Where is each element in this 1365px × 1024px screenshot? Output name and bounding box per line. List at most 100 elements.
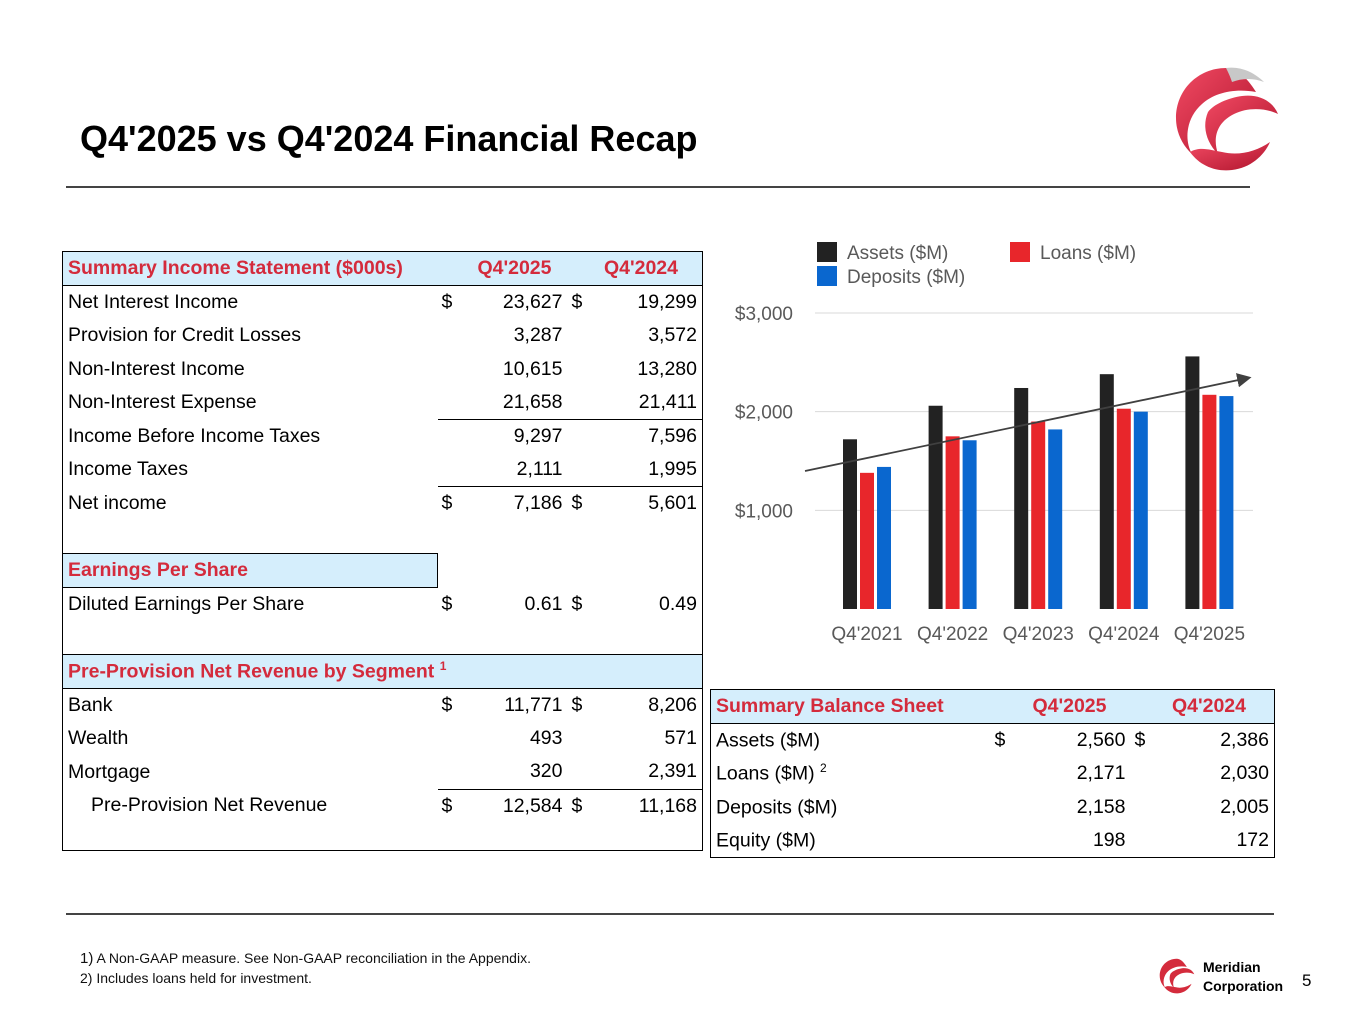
brand-name: Meridian Corporation [1203,958,1283,996]
table-row: Equity ($M) 198 172 [711,824,1275,858]
legend-swatch [817,242,837,262]
row-label: Mortgage [68,760,151,783]
table-row: Net income $ 7,186 $ 5,601 [63,487,703,521]
value-q4-2025: 10,615 [502,357,563,380]
table-row: Net Interest Income $ 23,627 $ 19,299 [63,285,703,319]
legend-label: Assets ($M) [847,243,948,264]
row-label: Net Interest Income [68,290,239,313]
value-q4-2024: 21,411 [597,385,703,420]
value-q4-2025: 198 [1092,828,1126,851]
y-tick-label: $2,000 [735,403,793,424]
dollar-sign: $ [441,290,453,313]
bar-loans [860,472,874,609]
legend-swatch [817,266,837,286]
footnote-1-marker: 1) [80,950,94,967]
balance-sheet-table: Summary Balance Sheet Q4'2025 Q4'2024 As… [710,689,1275,858]
bar-loans [1202,394,1217,609]
legend-label: Deposits ($M) [847,267,965,288]
x-tick-label: Q4'2022 [917,624,988,645]
row-label: Deposits ($M) [711,790,991,824]
income-statement-table: Summary Income Statement ($000s) Q4'2025… [62,251,703,852]
table-row: Wealth 493 571 [63,722,703,756]
value-q4-2025: 2,560 [1076,728,1126,751]
dollar-sign [437,385,468,420]
row-label-text: Loans ($M) [716,762,821,785]
page-title: Q4'2025 vs Q4'2024 Financial Recap [80,118,698,159]
income-header-row: Summary Income Statement ($000s) Q4'2025… [62,251,703,286]
dollar-sign [438,352,468,386]
row-label: Wealth [68,727,129,750]
y-tick-label: $1,000 [735,501,793,522]
row-label: Diluted Earnings Per Share [68,592,305,615]
trend-arrow [804,373,1252,472]
value-q4-2025: 3,287 [513,323,563,346]
value-q4-2024: 3,572 [648,323,697,346]
dollar-sign [991,824,1021,858]
bar-deposits [1219,396,1234,609]
bar-deposits [877,466,891,609]
balance-header-col1: Q4'2025 [990,689,1131,724]
value-q4-2024: 2,030 [1220,761,1269,784]
table-row: Provision for Credit Losses 3,287 3,572 [63,319,703,353]
eps-header-row: Earnings Per Share [62,553,703,588]
value-q4-2024: 8,206 [648,693,697,716]
dollar-sign [1131,824,1161,858]
table-row: Mortgage 320 2,391 [63,755,703,790]
dollar-sign [437,755,468,790]
eps-header-label: Earnings Per Share [62,553,438,588]
spacer-row [63,823,703,851]
title-divider [66,186,1250,188]
value-q4-2025: 9,297 [513,425,563,448]
dollar-sign: $ [994,728,1006,751]
ppnr-header-label: Pre-Provision Net Revenue by Segment 1 [62,654,703,689]
chart-legend: Assets ($M) Loans ($M) Deposits ($M) [817,242,1136,288]
value-q4-2024: 0.49 [659,592,697,615]
dollar-sign [568,352,598,386]
dollar-sign [568,722,598,756]
value-q4-2025: 12,584 [502,794,563,817]
table-row: Assets ($M) $ 2,560 $ 2,386 [711,723,1275,757]
table-row: Income Taxes 2,111 1,995 [63,453,703,488]
balance-header-label: Summary Balance Sheet [710,689,991,724]
value-q4-2025: 21,658 [467,385,568,420]
row-label-text: Assets ($M) [716,729,821,752]
brand-line-1: Meridian [1203,959,1261,975]
value-q4-2024: 172 [1236,828,1269,851]
row-label: Income Taxes [68,458,188,481]
bar-loans [945,436,960,609]
dollar-sign: $ [571,794,583,817]
table-row: Non-Interest Income 10,615 13,280 [63,352,703,386]
dollar-sign [438,419,468,453]
row-label: Net income [68,491,167,514]
x-tick-label: Q4'2025 [1174,624,1245,645]
y-axis-ticks: $1,000 $2,000 $3,000 [735,304,793,522]
value-q4-2024: 13,280 [637,357,697,380]
row-label-text: Equity ($M) [716,829,816,852]
x-tick-label: Q4'2023 [1003,624,1074,645]
table-row: Bank $ 11,771 $ 8,206 [63,688,703,722]
x-tick-label: Q4'2021 [831,624,902,645]
value-q4-2024: 5,601 [648,492,697,515]
brand-line-2: Corporation [1203,978,1284,994]
dollar-sign: $ [571,693,583,716]
bar-deposits [962,440,977,609]
value-q4-2025: 23,627 [502,290,563,313]
row-label: Bank [68,693,113,716]
income-header-label: Summary Income Statement ($000s) [62,251,438,286]
ppnr-header-row: Pre-Provision Net Revenue by Segment 1 [62,654,703,689]
dollar-sign: $ [571,592,583,615]
company-logo-icon [1176,67,1278,171]
table-row: Income Before Income Taxes 9,297 7,596 [63,419,703,453]
dollar-sign: $ [441,592,453,615]
balance-header-col2: Q4'2024 [1130,689,1275,724]
ppnr-header-text: Pre-Provision Net Revenue by Segment [68,660,435,683]
value-q4-2025: 2,171 [1076,761,1126,784]
value-q4-2025: 0.61 [524,592,563,615]
value-q4-2024: 11,168 [638,794,697,817]
spacer-row [63,621,703,655]
dollar-sign [568,319,598,353]
legend-swatch [1010,242,1030,262]
value-q4-2024: 2,386 [1220,728,1269,751]
bar-assets [1099,374,1114,609]
bar-assets [1185,356,1200,609]
